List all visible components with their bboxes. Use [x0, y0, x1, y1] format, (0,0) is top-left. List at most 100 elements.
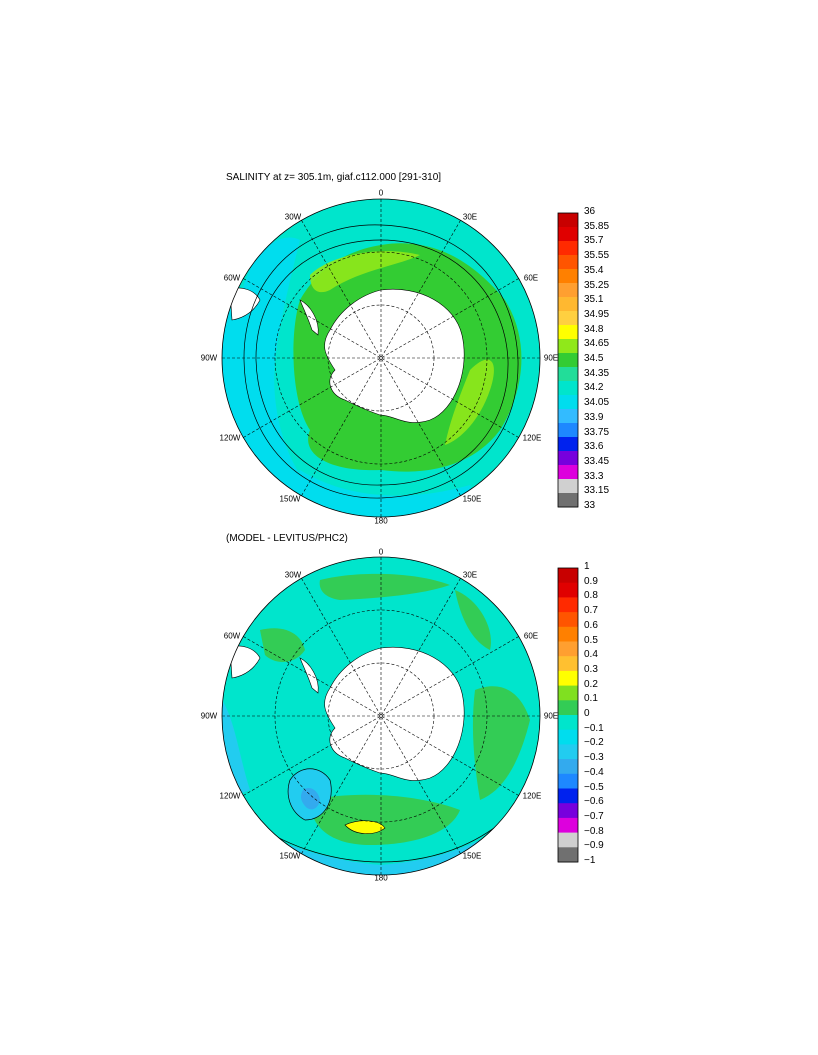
- colorbar-tick-label: 35.55: [584, 250, 610, 262]
- colorbar-tick-label: −0.8: [584, 825, 604, 837]
- colorbar-tick-label: 34.05: [584, 397, 610, 409]
- colorbar-swatch: [558, 325, 578, 340]
- map-1-label-120e: 120E: [522, 433, 542, 443]
- colorbar-tick-label: −0.3: [584, 752, 604, 764]
- colorbar-swatch: [558, 641, 578, 657]
- colorbar-swatch: [558, 227, 578, 242]
- map-1-label-30w: 30W: [284, 212, 302, 222]
- colorbar-tick-label: 33.3: [584, 470, 604, 482]
- colorbar-swatch: [558, 670, 578, 687]
- map-1-label-180: 180: [374, 516, 388, 526]
- colorbar-swatch: [558, 451, 578, 466]
- colorbar-swatch: [558, 297, 578, 312]
- colorbar-swatch: [558, 685, 578, 701]
- colorbar-tick-label: 0.3: [584, 663, 598, 675]
- map-1-label-150e: 150E: [462, 494, 482, 504]
- colorbar-swatch: [558, 241, 578, 256]
- colorbar-tick-label: 33.9: [584, 411, 604, 423]
- colorbar-tick-label: 0.1: [584, 693, 598, 705]
- colorbar-tick-label: 35.1: [584, 294, 604, 306]
- map-2-label-30e: 30E: [462, 570, 478, 580]
- colorbar-swatch: [558, 729, 578, 745]
- map-2-title: (MODEL - LEVITUS/PHC2): [226, 533, 348, 544]
- map-1-label-60w: 60W: [223, 273, 241, 283]
- colorbar-tick-label: −0.6: [584, 796, 604, 808]
- colorbar-tick-label: 33: [584, 500, 596, 511]
- map-1-label-150w: 150W: [279, 494, 301, 504]
- colorbar-swatch: [558, 788, 578, 804]
- colorbar-swatch: [558, 626, 578, 642]
- colorbar-tick-label: 33.15: [584, 485, 610, 497]
- colorbar-tick-label: 33.6: [584, 441, 604, 453]
- colorbar-swatch: [558, 744, 578, 760]
- colorbar-swatch: [558, 817, 578, 834]
- colorbar-swatch: [558, 255, 578, 270]
- map-2-label-60w: 60W: [223, 631, 241, 641]
- colorbar-tick-label: 33.45: [584, 455, 610, 467]
- map-2-label-150w: 150W: [279, 851, 301, 861]
- map-1-title: SALINITY at z= 305.1m, giaf.c112.000 [29…: [226, 172, 442, 183]
- colorbar-swatch: [558, 715, 578, 731]
- colorbar-tick-label: 34.8: [584, 323, 604, 335]
- map-2-label-120w: 120W: [219, 791, 241, 801]
- colorbar-swatch: [558, 568, 578, 584]
- colorbar-swatch: [558, 700, 578, 716]
- map-1-label-60e: 60E: [523, 273, 539, 283]
- colorbar-tick-label: 34.5: [584, 353, 604, 364]
- colorbar-swatch: [558, 409, 578, 424]
- colorbar-swatch: [558, 353, 578, 368]
- map-1-label-120w: 120W: [219, 433, 241, 443]
- colorbar-tick-label: 36: [584, 206, 596, 217]
- colorbar-swatch: [558, 213, 578, 228]
- colorbar-swatch: [558, 395, 578, 410]
- colorbar-tick-label: 34.2: [584, 382, 604, 394]
- colorbar-tick-label: −0.2: [584, 737, 604, 749]
- colorbar-swatch: [558, 381, 578, 396]
- colorbar-swatch: [558, 423, 578, 438]
- colorbar-swatch: [558, 479, 578, 494]
- colorbar-tick-label: −0.7: [584, 810, 604, 822]
- map-1-label-0: 0: [378, 188, 384, 198]
- colorbar-swatch: [558, 493, 578, 508]
- colorbar-border: [557, 212, 579, 508]
- colorbar-tick-label: 0.2: [584, 678, 598, 690]
- map-2-label-90w: 90W: [200, 711, 218, 721]
- colorbar-tick-label: 34.95: [584, 308, 610, 320]
- map-2-label-30w: 30W: [284, 570, 302, 580]
- colorbar-tick-label: 35.7: [584, 235, 604, 247]
- colorbar-swatch: [558, 311, 578, 326]
- map-2-label-0: 0: [378, 547, 384, 557]
- colorbar-tick-label: −0.5: [584, 781, 604, 793]
- colorbar-swatch: [558, 269, 578, 284]
- colorbar-tick-label: 1: [584, 561, 590, 572]
- map-2-label-150e: 150E: [462, 851, 482, 861]
- colorbar-tick-label: 0: [584, 708, 590, 719]
- colorbar-swatch: [558, 612, 578, 628]
- map-1-label-90w: 90W: [200, 353, 218, 363]
- map-2-label-180: 180: [374, 873, 388, 883]
- colorbar-tick-label: 0.8: [584, 590, 598, 602]
- colorbar-tick-label: 0.5: [584, 634, 598, 646]
- colorbar-swatch: [558, 283, 578, 298]
- colorbar-tick-label: −1: [584, 855, 596, 866]
- colorbar-swatch: [558, 773, 578, 789]
- colorbar-tick-label: −0.9: [584, 840, 604, 852]
- colorbar-swatch: [558, 832, 578, 848]
- colorbar-swatch: [558, 339, 578, 354]
- colorbar-swatch: [558, 847, 578, 863]
- colorbar-tick-label: 35.25: [584, 279, 610, 291]
- colorbar-tick-label: 34.65: [584, 338, 610, 350]
- colorbar-swatch: [558, 759, 578, 775]
- colorbar-tick-label: 33.75: [584, 426, 610, 438]
- colorbar-tick-label: −0.4: [584, 766, 604, 778]
- map-1-colorbar: [557, 212, 579, 508]
- colorbar-tick-label: 0.4: [584, 649, 598, 661]
- map-2-colorbar: [557, 567, 579, 863]
- colorbar-swatch: [558, 465, 578, 480]
- colorbar-tick-label: 34.35: [584, 367, 610, 379]
- map-1-label-30e: 30E: [462, 212, 478, 222]
- colorbar-swatch: [558, 656, 578, 672]
- colorbar-swatch: [558, 597, 578, 613]
- map-1-label-90e: 90E: [543, 353, 559, 363]
